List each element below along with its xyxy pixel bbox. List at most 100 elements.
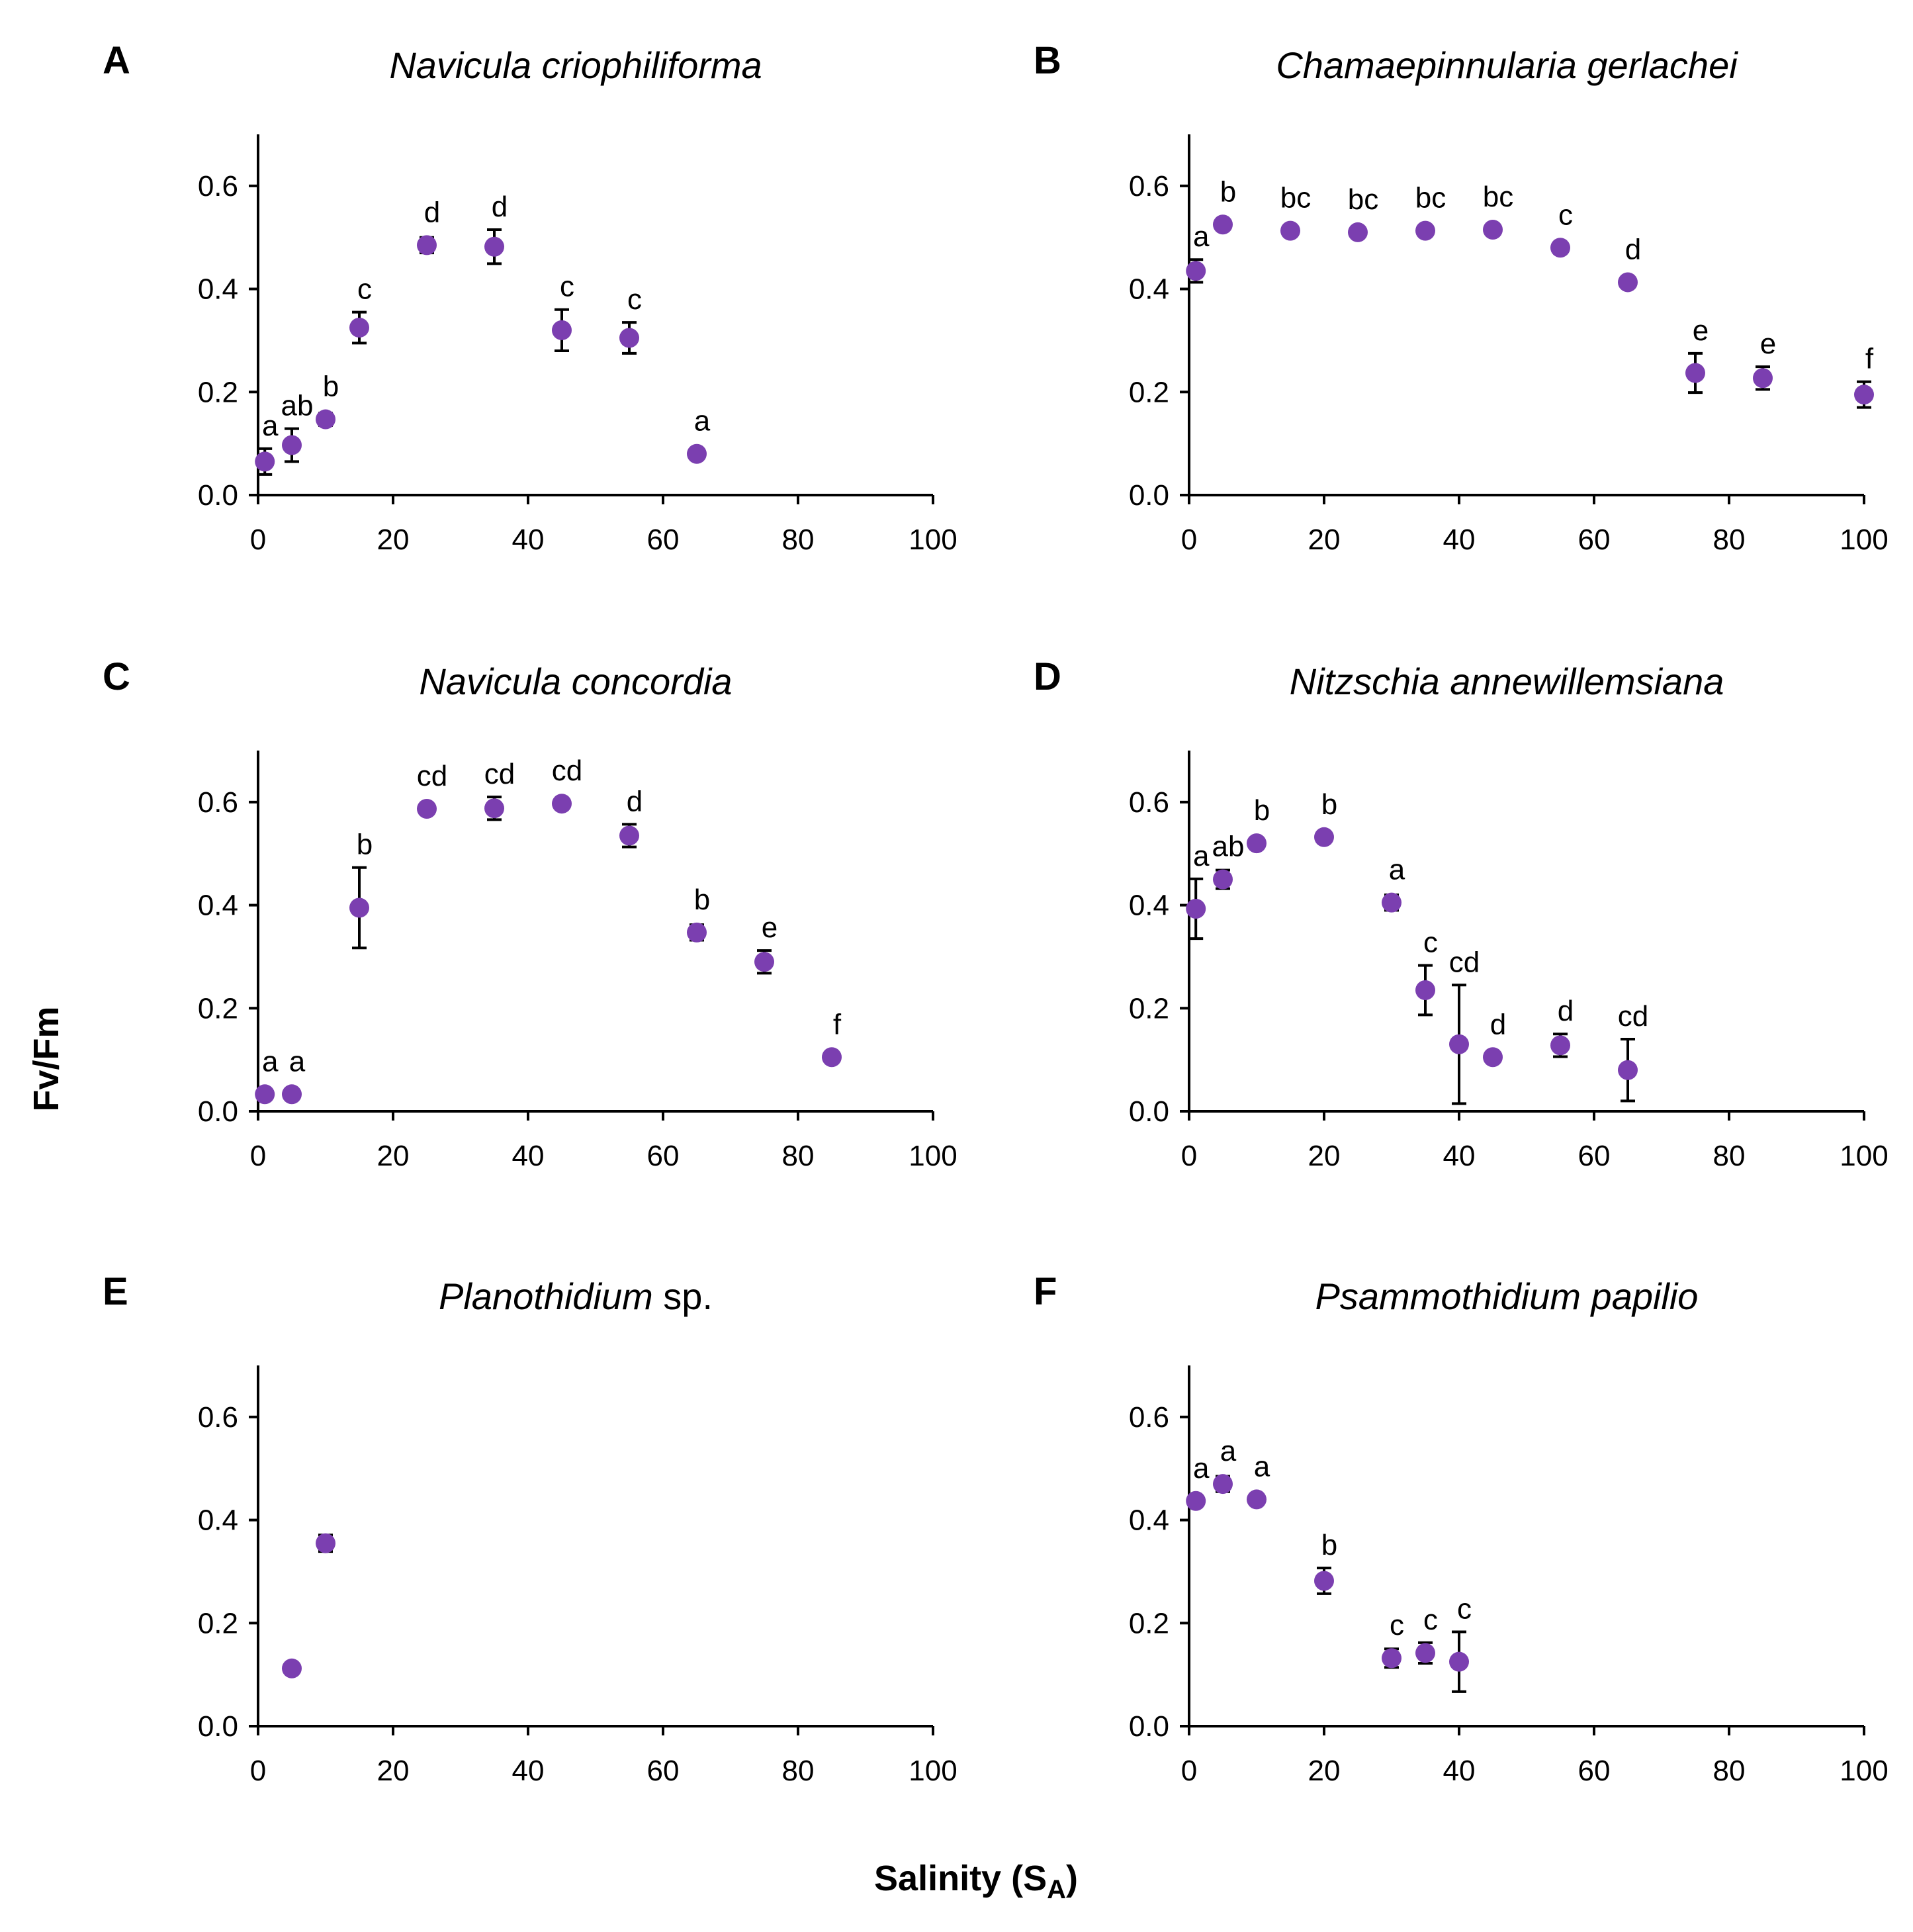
data-point: bc	[1483, 181, 1513, 240]
y-tick-label: 0.0	[198, 1710, 238, 1743]
data-point: c	[1415, 927, 1438, 1017]
significance-label: d	[627, 785, 643, 817]
data-marker	[687, 922, 707, 943]
significance-label: f	[833, 1008, 842, 1040]
y-tick-label: 0.2	[1129, 992, 1169, 1025]
data-marker	[1483, 1047, 1503, 1068]
significance-label: c	[1457, 1593, 1472, 1626]
x-tick-label: 20	[377, 1140, 410, 1172]
x-tick-label: 40	[512, 524, 545, 556]
y-tick-label: 0.2	[198, 992, 238, 1025]
significance-label: c	[357, 273, 372, 306]
x-tick-label: 100	[909, 1755, 957, 1787]
x-tick-label: 0	[1181, 1140, 1197, 1172]
data-marker	[316, 409, 335, 430]
data-marker	[255, 1084, 275, 1105]
data-point: d	[1550, 995, 1574, 1058]
y-tick-label: 0.0	[198, 479, 238, 512]
significance-label: a	[262, 1045, 279, 1078]
x-tick-label: 60	[647, 1140, 680, 1172]
significance-label: c	[1390, 1609, 1404, 1641]
data-point: cd	[552, 755, 582, 814]
y-tick-label: 0.2	[1129, 376, 1169, 408]
x-tick-label: 80	[782, 1140, 815, 1172]
panel-title-species: Psammothidium papilio	[1315, 1275, 1699, 1317]
data-marker	[1618, 1060, 1638, 1080]
x-tick-label: 0	[1181, 1755, 1197, 1787]
data-marker	[1186, 261, 1206, 281]
x-tick-label: 40	[1443, 1755, 1476, 1787]
data-marker	[417, 798, 437, 819]
significance-label: cd	[484, 758, 515, 790]
significance-label: d	[1625, 233, 1641, 265]
significance-label: a	[694, 405, 711, 437]
data-marker	[282, 1658, 302, 1679]
x-tick-label: 80	[782, 524, 815, 556]
x-tick-label: 100	[909, 524, 957, 556]
x-tick-label: 40	[1443, 1140, 1476, 1172]
significance-label: a	[1193, 1452, 1210, 1485]
data-point	[282, 1658, 302, 1679]
y-tick-label: 0.2	[198, 1607, 238, 1639]
panel-title: Nitzschia annewillemsiana	[1290, 661, 1724, 702]
data-marker	[552, 320, 572, 340]
panel-b: B Chamaepinnularia gerlachei 0.0 0.2 0.4 0.6 0…	[1034, 39, 1889, 556]
significance-label: a	[1389, 854, 1405, 886]
data-marker	[417, 235, 437, 255]
significance-label: a	[1220, 1435, 1237, 1467]
data-point: d	[1483, 1008, 1506, 1068]
x-tick-label: 0	[1181, 524, 1197, 556]
panel-title: Planothidium sp.	[439, 1275, 713, 1317]
y-tick-label: 0.0	[198, 1095, 238, 1128]
significance-label: cd	[1449, 946, 1480, 978]
y-tick-label: 0.2	[1129, 1607, 1169, 1639]
panel-f: F Psammothidium papilio 0.0 0.2 0.4 0.6 0 20 40 6…	[1034, 1270, 1889, 1787]
data-marker	[1247, 833, 1267, 854]
significance-label: cd	[1618, 1000, 1648, 1033]
data-point: bc	[1348, 183, 1378, 242]
significance-label: b	[1220, 175, 1236, 208]
panel-letter: A	[103, 39, 130, 82]
data-point: f	[1854, 343, 1874, 409]
data-point: ab	[1212, 831, 1244, 890]
y-tick-label: 0.4	[198, 890, 238, 922]
panel-d: D Nitzschia annewillemsiana 0.0 0.2 0.4 0.6 0 2…	[1034, 655, 1889, 1172]
x-tick-label: 80	[1713, 1140, 1746, 1172]
data-marker	[282, 1084, 302, 1105]
x-tick-label: 60	[1578, 1755, 1611, 1787]
panel-title: Chamaepinnularia gerlachei	[1276, 44, 1738, 86]
y-tick-label: 0.2	[198, 376, 238, 408]
x-tick-label: 100	[1840, 1755, 1888, 1787]
data-point: b	[316, 371, 339, 430]
data-point: cd	[1618, 1000, 1648, 1103]
x-tick-label: 100	[909, 1140, 957, 1172]
data-point: b	[349, 829, 373, 950]
x-tick-label: 80	[782, 1755, 815, 1787]
x-tick-label: 0	[250, 524, 266, 556]
significance-label: b	[1321, 788, 1337, 821]
x-tick-label: 20	[1308, 1140, 1341, 1172]
significance-label: b	[1254, 794, 1270, 827]
x-tick-label: 20	[377, 1755, 410, 1787]
panel-c: C Navicula concordia 0.0 0.2 0.4 0.6 0 20 40 60 80…	[103, 655, 957, 1172]
data-point: d	[619, 785, 643, 849]
data-marker	[1314, 1571, 1334, 1591]
data-marker	[1550, 238, 1570, 258]
data-point: b	[1213, 175, 1236, 235]
data-point: d	[417, 196, 440, 255]
data-point: f	[822, 1008, 842, 1068]
significance-label: b	[1321, 1529, 1337, 1561]
x-tick-label: 20	[1308, 524, 1341, 556]
y-tick-label: 0.6	[198, 170, 238, 203]
data-marker	[1449, 1651, 1469, 1672]
significance-label: c	[1423, 927, 1438, 959]
panel-title: Navicula concordia	[419, 661, 732, 702]
x-tick-label: 80	[1713, 1755, 1746, 1787]
data-marker	[1415, 220, 1435, 241]
data-marker	[1483, 220, 1503, 240]
data-marker	[1550, 1035, 1570, 1056]
x-axis-title-main: Salinity (S	[874, 1859, 1047, 1898]
data-point: b	[1314, 788, 1337, 847]
x-tick-label: 100	[1840, 1140, 1888, 1172]
